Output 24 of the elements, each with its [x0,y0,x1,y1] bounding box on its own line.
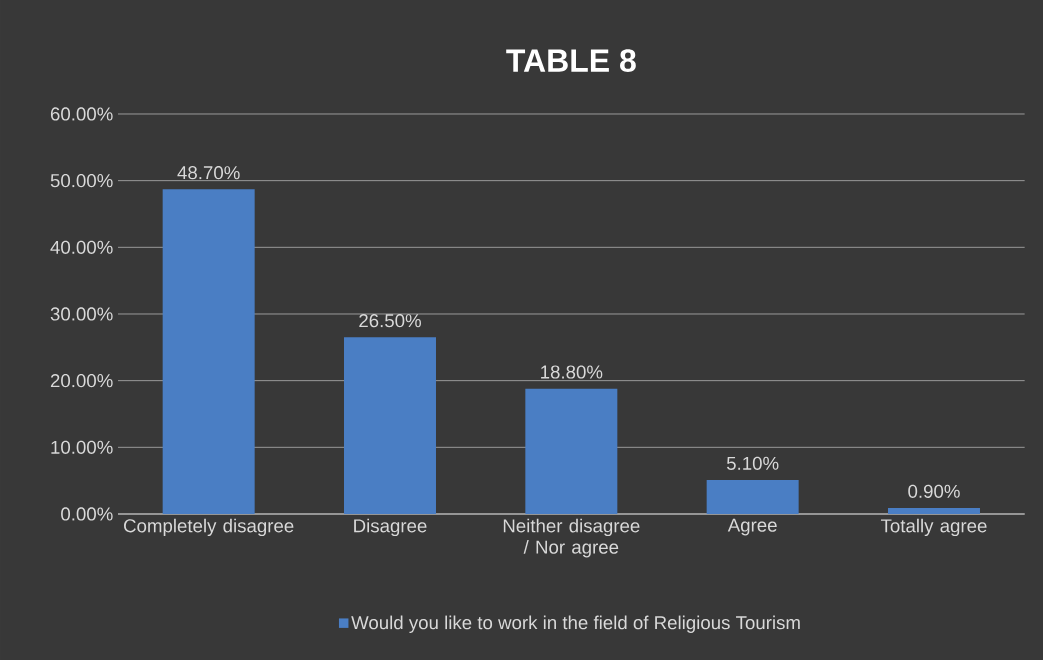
data-label: 0.90% [908,484,960,498]
y-tick-label: 30.00% [50,307,113,321]
bar [525,388,618,514]
data-label: 5.10% [726,456,779,470]
y-tick-label: 60.00% [50,107,113,121]
x-tick-label: Totally agree [880,518,987,537]
y-tick-label: 10.00% [51,440,113,454]
data-label: 26.50% [359,314,421,328]
bar [344,337,436,514]
chart-title: TABLE 8 [506,49,636,72]
x-tick-label: Agree [727,518,777,536]
x-tick-label: Disagree [354,518,427,537]
bar [162,189,255,514]
bar [706,479,799,514]
x-tick-label: Neither disagree / Nor agree [503,518,640,558]
bar [887,507,980,514]
x-tick-label: Completely disagree [124,518,294,537]
data-label: 48.70% [177,166,240,180]
y-tick-label: 40.00% [50,240,113,254]
legend-label: Would you like to work in the field of Religious Tourism [351,615,800,633]
y-tick-label: 0.00% [61,507,113,521]
y-tick-label: 20.00% [50,374,113,388]
data-label: 18.80% [541,365,603,379]
y-tick-label: 50.00% [50,174,113,188]
